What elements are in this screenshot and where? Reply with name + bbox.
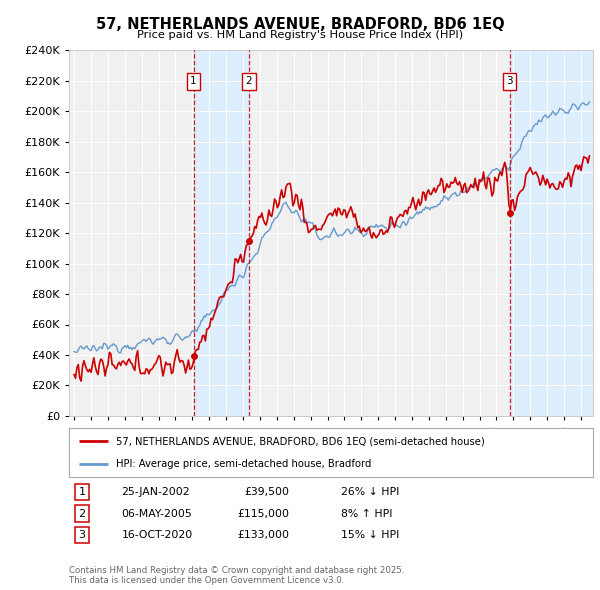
Text: 15% ↓ HPI: 15% ↓ HPI <box>341 530 400 540</box>
Text: 26% ↓ HPI: 26% ↓ HPI <box>341 487 400 497</box>
Text: Price paid vs. HM Land Registry's House Price Index (HPI): Price paid vs. HM Land Registry's House … <box>137 30 463 40</box>
Text: 16-OCT-2020: 16-OCT-2020 <box>121 530 193 540</box>
Text: 3: 3 <box>79 530 86 540</box>
Text: 2: 2 <box>245 76 252 86</box>
Text: £39,500: £39,500 <box>244 487 289 497</box>
Bar <box>510 50 593 416</box>
Text: Contains HM Land Registry data © Crown copyright and database right 2025.
This d: Contains HM Land Registry data © Crown c… <box>69 566 404 585</box>
Text: 25-JAN-2002: 25-JAN-2002 <box>121 487 190 497</box>
Text: 57, NETHERLANDS AVENUE, BRADFORD, BD6 1EQ (semi-detached house): 57, NETHERLANDS AVENUE, BRADFORD, BD6 1E… <box>116 437 485 447</box>
Text: 57, NETHERLANDS AVENUE, BRADFORD, BD6 1EQ: 57, NETHERLANDS AVENUE, BRADFORD, BD6 1E… <box>95 17 505 31</box>
Text: 1: 1 <box>79 487 86 497</box>
Text: £115,000: £115,000 <box>237 509 289 519</box>
Text: 2: 2 <box>79 509 86 519</box>
Text: HPI: Average price, semi-detached house, Bradford: HPI: Average price, semi-detached house,… <box>116 458 371 468</box>
Text: £133,000: £133,000 <box>237 530 289 540</box>
Text: 06-MAY-2005: 06-MAY-2005 <box>121 509 192 519</box>
Text: 1: 1 <box>190 76 197 86</box>
Text: 8% ↑ HPI: 8% ↑ HPI <box>341 509 393 519</box>
Bar <box>194 50 249 416</box>
Text: 3: 3 <box>506 76 513 86</box>
